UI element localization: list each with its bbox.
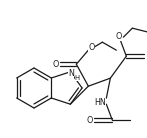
Text: HN: HN xyxy=(95,98,106,107)
Text: H: H xyxy=(75,75,80,81)
Text: O: O xyxy=(115,32,122,41)
Text: O: O xyxy=(88,43,95,52)
Text: O: O xyxy=(146,52,147,61)
Text: N: N xyxy=(68,69,74,78)
Text: O: O xyxy=(52,60,59,69)
Text: O: O xyxy=(86,116,92,125)
